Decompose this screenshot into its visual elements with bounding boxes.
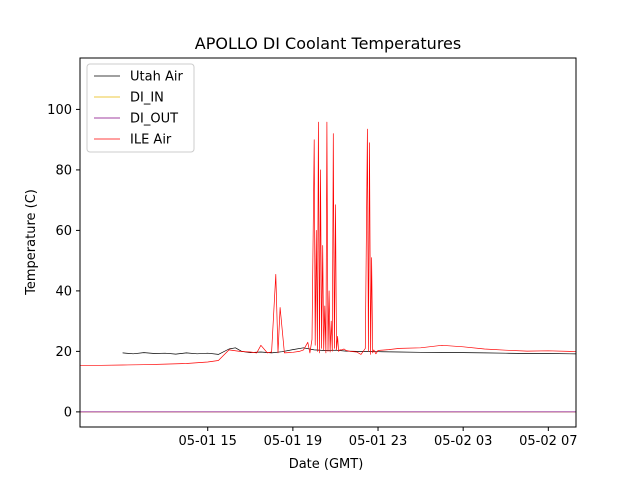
legend: Utah Air DI_IN DI_OUT ILE Air [86, 63, 195, 153]
plot-frame [79, 57, 577, 428]
legend-label: Utah Air [130, 70, 183, 85]
x-tick-label: 05-02 03 [434, 434, 492, 449]
y-tick-label: 40 [55, 284, 72, 299]
x-tick-label: 05-01 15 [178, 434, 236, 449]
x-tick-label: 05-02 07 [519, 434, 577, 449]
legend-label: DI_OUT [130, 112, 178, 127]
y-axis: 0 20 40 60 80 100 [47, 103, 80, 420]
series-layer [80, 121, 576, 413]
series-line-utah-air [122, 347, 576, 355]
legend-label: DI_IN [130, 91, 164, 106]
y-tick-label: 20 [55, 345, 72, 360]
x-axis: 05-01 15 05-01 19 05-01 23 05-02 03 05-02 07 [178, 427, 578, 449]
x-axis-label: Date (GMT) [289, 457, 364, 472]
legend-label: ILE Air [130, 133, 172, 148]
series-line-ile-air [80, 121, 576, 366]
y-axis-label: Temperature (C) [24, 189, 39, 296]
chart-title: APOLLO DI Coolant Temperatures [195, 34, 461, 53]
y-tick-label: 60 [55, 224, 72, 239]
x-tick-label: 05-01 19 [264, 434, 322, 449]
y-tick-label: 0 [64, 405, 72, 420]
x-tick-label: 05-01 23 [349, 434, 407, 449]
y-tick-label: 100 [47, 103, 72, 118]
y-tick-label: 80 [55, 163, 72, 178]
legend-box [86, 63, 195, 153]
